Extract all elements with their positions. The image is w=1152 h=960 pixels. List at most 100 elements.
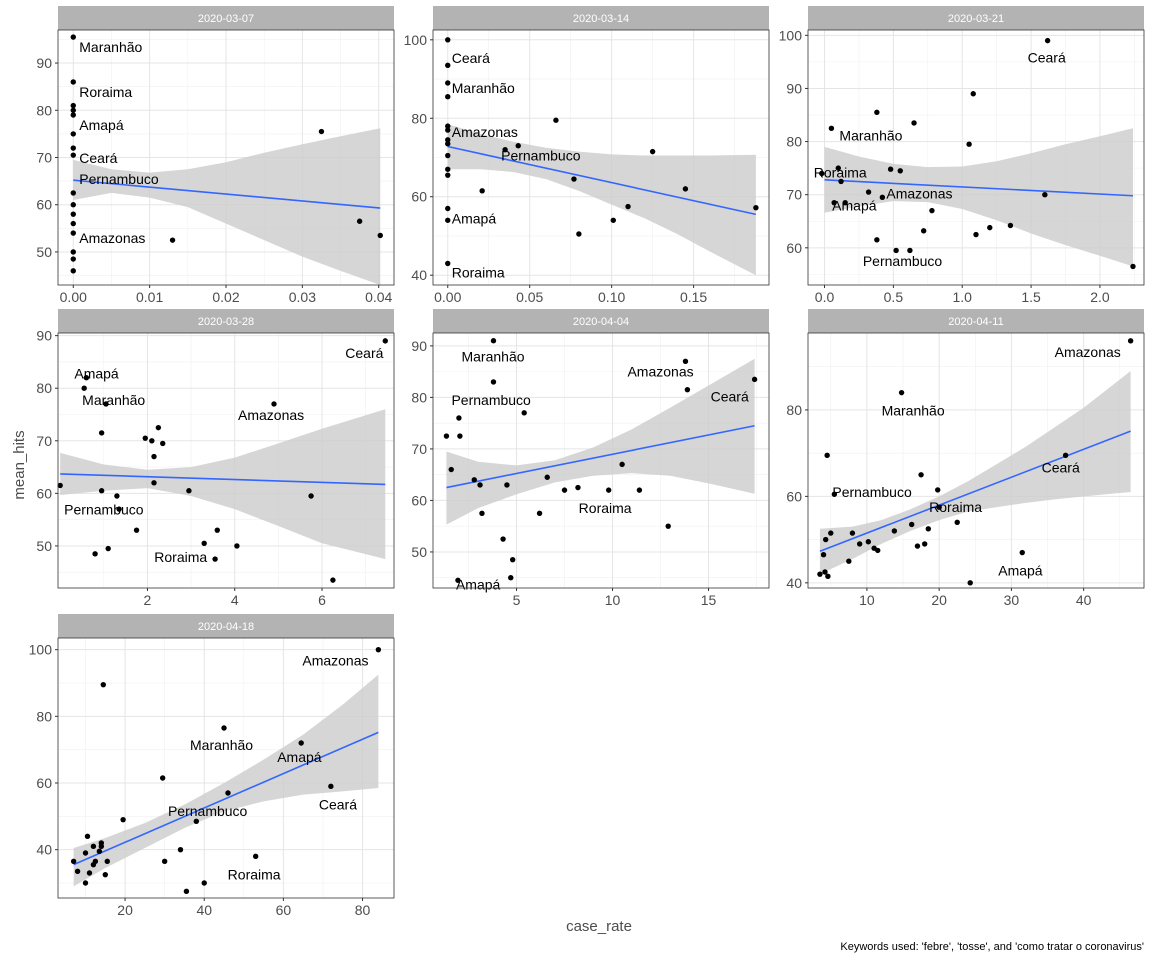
data-point <box>515 143 521 149</box>
data-point <box>70 211 76 217</box>
data-point <box>74 868 81 875</box>
point-label: Maranhão <box>839 127 902 143</box>
data-point <box>751 376 758 383</box>
point-label: Roraima <box>814 164 867 180</box>
point-label: Pernambuco <box>501 148 581 164</box>
data-point <box>820 552 827 558</box>
data-point <box>921 541 928 547</box>
x-tick-label: 20 <box>931 592 947 608</box>
data-point <box>177 846 184 853</box>
x-tick-label: 0.10 <box>598 289 625 305</box>
panel-border <box>57 29 395 286</box>
data-point <box>120 816 126 823</box>
data-point <box>874 237 880 243</box>
data-point <box>445 127 451 133</box>
data-point <box>477 482 483 488</box>
x-tick-label: 0.03 <box>289 289 316 305</box>
data-point <box>169 237 176 243</box>
data-point <box>133 527 140 533</box>
data-point <box>98 843 105 850</box>
y-tick-label: 90 <box>786 80 802 96</box>
data-point <box>1062 452 1069 459</box>
data-point <box>328 783 334 790</box>
data-point <box>490 338 497 344</box>
data-point <box>828 125 835 131</box>
data-point <box>212 556 218 562</box>
data-point <box>970 91 976 97</box>
y-tick-label: 80 <box>411 110 427 126</box>
point-label: Amapá <box>277 749 322 765</box>
data-point <box>918 472 924 478</box>
data-point <box>966 141 972 147</box>
panel-border <box>807 332 1145 589</box>
data-point <box>929 207 935 214</box>
data-point <box>471 477 477 483</box>
data-point <box>225 790 231 796</box>
data-point <box>90 843 97 850</box>
data-point <box>92 551 98 557</box>
x-tick-label: 4 <box>231 592 239 608</box>
point-label: Ceará <box>1028 50 1066 66</box>
data-point <box>544 474 550 480</box>
data-point <box>105 545 111 552</box>
x-tick-label: 6 <box>318 592 326 608</box>
x-tick-label: 1.5 <box>1021 289 1041 305</box>
x-tick-label: 40 <box>1076 592 1092 608</box>
y-tick-label: 50 <box>411 544 427 560</box>
x-tick-label: 0.04 <box>365 289 392 305</box>
data-point <box>828 530 834 536</box>
y-tick-label: 70 <box>786 187 802 203</box>
data-point <box>308 493 314 499</box>
data-point <box>70 79 76 85</box>
data-point <box>116 506 122 512</box>
point-label: Maranhão <box>190 737 253 753</box>
y-tick-label: 50 <box>36 538 52 554</box>
data-point <box>70 34 76 40</box>
data-point <box>57 482 63 489</box>
point-label: Amapá <box>998 563 1043 579</box>
data-point <box>448 466 454 473</box>
facet-panel: 2020-03-07 0.00 0.01 0.02 0.03 0.04 50 60 70 80 90… <box>36 6 395 305</box>
point-label: Pernambuco <box>79 171 159 187</box>
data-point <box>682 358 689 365</box>
point-label: Amazonas <box>1055 344 1121 360</box>
data-point <box>445 123 451 129</box>
data-point <box>920 228 927 234</box>
data-point <box>445 93 451 100</box>
data-point <box>70 190 76 196</box>
point-label: Amazonas <box>452 124 518 140</box>
y-tick-label: 60 <box>36 197 52 213</box>
point-label: Amapá <box>79 117 124 133</box>
data-point <box>504 482 510 488</box>
point-label: Roraima <box>79 84 132 100</box>
data-point <box>86 870 93 876</box>
data-point <box>70 256 76 262</box>
data-point <box>856 541 863 547</box>
x-tick-label: 2 <box>144 592 152 608</box>
y-tick-label: 100 <box>29 642 53 658</box>
data-point <box>521 410 527 416</box>
data-point <box>665 523 671 529</box>
data-point <box>897 168 903 174</box>
point-label: Amazonas <box>302 653 368 669</box>
data-point <box>936 504 942 510</box>
point-label: Ceará <box>319 796 357 812</box>
y-tick-label: 60 <box>36 775 52 791</box>
data-point <box>684 386 691 393</box>
data-point <box>1042 191 1048 198</box>
data-point <box>898 389 905 396</box>
data-point <box>98 488 105 494</box>
data-point <box>508 574 514 581</box>
point-label: Maranhão <box>82 392 145 408</box>
x-tick-label: 0.02 <box>212 289 239 305</box>
data-point <box>151 453 157 460</box>
data-point <box>70 145 76 151</box>
data-point <box>356 218 363 224</box>
x-axis-title: case_rate <box>566 918 632 935</box>
data-point <box>619 461 625 468</box>
data-point <box>382 338 388 344</box>
data-point <box>967 580 973 586</box>
point-label: Amazonas <box>886 185 952 201</box>
y-tick-label: 50 <box>36 244 52 260</box>
point-label: Pernambuco <box>64 501 144 517</box>
